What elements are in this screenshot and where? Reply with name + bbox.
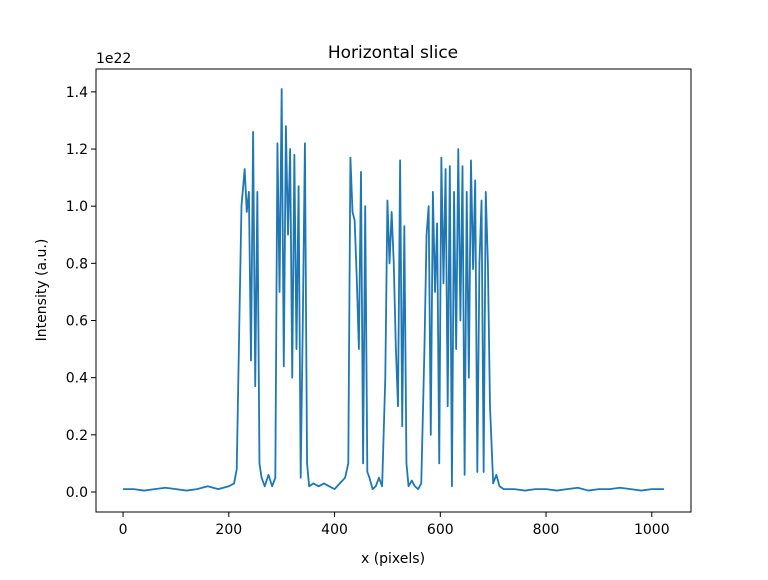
x-tick-label: 800 [533,522,560,538]
y-tick-label: 0.0 [66,485,88,501]
x-tick-label: 200 [215,522,242,538]
chart-title: Horizontal slice [328,43,458,63]
y-tick-label: 1.2 [66,142,88,158]
x-tick-label: 400 [321,522,348,538]
offset-text: 1e22 [96,51,131,67]
y-tick-label: 0.4 [66,371,88,387]
y-tick-label: 1.0 [66,199,88,215]
y-tick-label: 1.4 [66,85,88,101]
x-tick-label: 1000 [634,522,670,538]
axes-frame [95,68,692,513]
y-tick-label: 0.2 [66,428,88,444]
y-axis-label: Intensity (a.u.) [34,239,50,342]
data-line [123,88,664,492]
y-tick-label: 0.8 [66,256,88,272]
x-axis-label: x (pixels) [361,551,425,567]
y-tick-label: 0.6 [66,314,88,330]
x-tick-label: 600 [427,522,454,538]
x-tick-label: 0 [119,522,128,538]
